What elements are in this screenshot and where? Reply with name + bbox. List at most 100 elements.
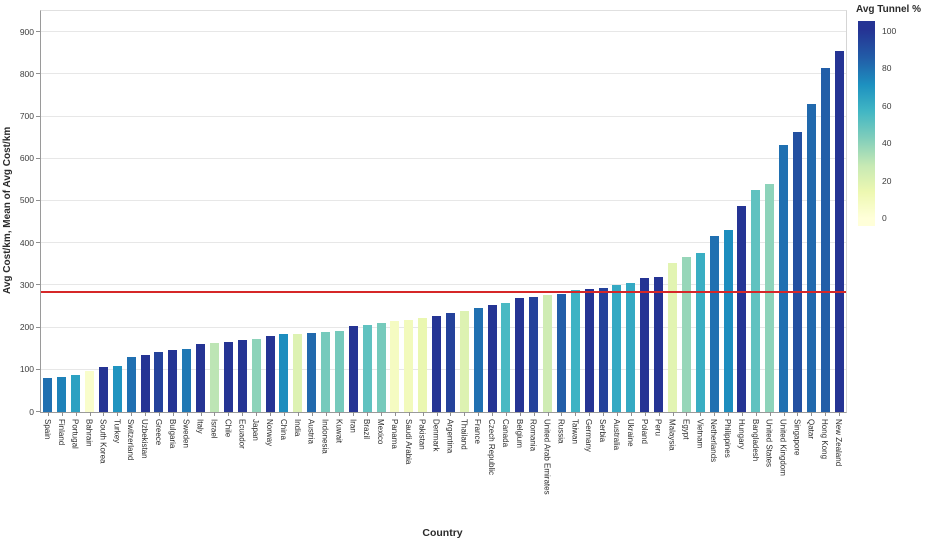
- chart-bar: [612, 284, 622, 412]
- x-tick-label: Hong Kong: [820, 419, 830, 460]
- x-tick-mark: [297, 412, 299, 416]
- x-tick-mark: [117, 412, 119, 416]
- y-tick-label: 0: [29, 406, 34, 417]
- x-tick-label: Czech Republic: [487, 419, 497, 476]
- x-tick-label: United Kingdom: [778, 419, 788, 476]
- x-tick-label: Turkey: [112, 419, 122, 444]
- chart-bar: [223, 341, 233, 412]
- x-axis-title: Country: [422, 527, 463, 539]
- x-tick-mark: [658, 412, 660, 416]
- x-tick-label: Kuwait: [334, 419, 344, 444]
- chart-bar: [765, 183, 775, 412]
- x-tick-label: Bahrain: [84, 419, 94, 447]
- chart-bar: [126, 356, 136, 412]
- x-tick-label: Thailand: [459, 419, 469, 450]
- chart-bar: [348, 326, 358, 412]
- x-tick-label: Qatar: [806, 419, 816, 440]
- y-tick-label: 500: [19, 195, 34, 206]
- y-tick-label: 400: [19, 237, 34, 248]
- x-tick-label: Egypt: [681, 419, 691, 440]
- x-tick-label: Ecuador: [237, 419, 247, 449]
- chart-bar: [237, 340, 247, 412]
- x-tick-mark: [75, 412, 77, 416]
- x-tick-mark: [408, 412, 410, 416]
- y-tick-mark: [36, 31, 40, 33]
- x-tick-label: Peru: [653, 419, 663, 436]
- chart-bar: [279, 334, 289, 412]
- x-tick-mark: [283, 412, 285, 416]
- chart-bar: [473, 307, 483, 412]
- y-tick-mark: [36, 368, 40, 370]
- x-tick-mark: [839, 412, 841, 416]
- x-tick-label: France: [473, 419, 483, 444]
- chart-bar: [251, 338, 261, 412]
- x-tick-mark: [242, 412, 244, 416]
- y-tick-label: 700: [19, 111, 34, 122]
- y-tick-mark: [36, 73, 40, 75]
- x-tick-mark: [325, 412, 327, 416]
- gridline: [41, 31, 846, 33]
- x-tick-mark: [797, 412, 799, 416]
- x-tick-mark: [158, 412, 160, 416]
- y-tick-label: 600: [19, 153, 34, 164]
- chart-bar: [209, 342, 219, 412]
- chart-bar: [556, 293, 566, 412]
- x-tick-label: Israel: [209, 419, 219, 439]
- chart-bar: [681, 256, 691, 412]
- x-tick-label: Australia: [611, 419, 621, 451]
- chart-bar: [85, 370, 95, 412]
- chart-bar: [57, 376, 67, 412]
- chart-bar: [168, 349, 178, 412]
- gridline: [41, 115, 846, 117]
- gridline: [41, 284, 846, 286]
- chart-bar: [418, 317, 428, 412]
- x-tick-label: Argentina: [445, 419, 455, 454]
- x-tick-label: Hungary: [736, 419, 746, 450]
- chart-bar: [501, 303, 511, 412]
- x-tick-mark: [422, 412, 424, 416]
- x-tick-mark: [145, 412, 147, 416]
- x-tick-label: Singapore: [792, 419, 802, 456]
- x-tick-label: Canada: [500, 419, 510, 448]
- x-tick-label: South Korea: [98, 419, 108, 464]
- x-tick-label: Chile: [223, 419, 233, 438]
- x-tick-mark: [589, 412, 591, 416]
- y-tick-label: 900: [19, 26, 34, 37]
- gridline: [41, 368, 846, 370]
- x-tick-mark: [561, 412, 563, 416]
- chart-bar: [543, 295, 553, 412]
- gridline: [41, 326, 846, 328]
- chart-bar: [196, 344, 206, 412]
- x-tick-mark: [547, 412, 549, 416]
- x-tick-label: Finland: [56, 419, 66, 446]
- chart-bar: [182, 348, 192, 412]
- chart-bar: [529, 296, 539, 412]
- x-tick-mark: [603, 412, 605, 416]
- x-tick-mark: [700, 412, 702, 416]
- chart-bar: [154, 351, 164, 412]
- x-tick-label: Taiwan: [570, 419, 580, 444]
- x-tick-label: Belgium: [514, 419, 524, 448]
- x-tick-mark: [367, 412, 369, 416]
- x-tick-mark: [186, 412, 188, 416]
- colorbar-title: Avg Tunnel %: [856, 4, 921, 15]
- colorbar-tick-label: 100: [882, 26, 897, 36]
- x-tick-mark: [755, 412, 757, 416]
- x-tick-mark: [61, 412, 63, 416]
- chart-bar: [390, 321, 400, 412]
- x-tick-mark: [686, 412, 688, 416]
- chart-bar: [570, 290, 580, 412]
- x-tick-mark: [172, 412, 174, 416]
- chart-bar: [487, 305, 497, 412]
- chart-bar: [432, 316, 442, 412]
- x-tick-mark: [228, 412, 230, 416]
- x-tick-mark: [644, 412, 646, 416]
- chart-bar: [71, 374, 81, 412]
- x-tick-label: China: [278, 419, 288, 440]
- y-tick-label: 200: [19, 322, 34, 333]
- chart-bar: [265, 335, 275, 412]
- y-tick-mark: [36, 157, 40, 159]
- chart-bar: [459, 311, 469, 412]
- y-tick-mark: [36, 411, 40, 412]
- chart-bar: [445, 312, 455, 412]
